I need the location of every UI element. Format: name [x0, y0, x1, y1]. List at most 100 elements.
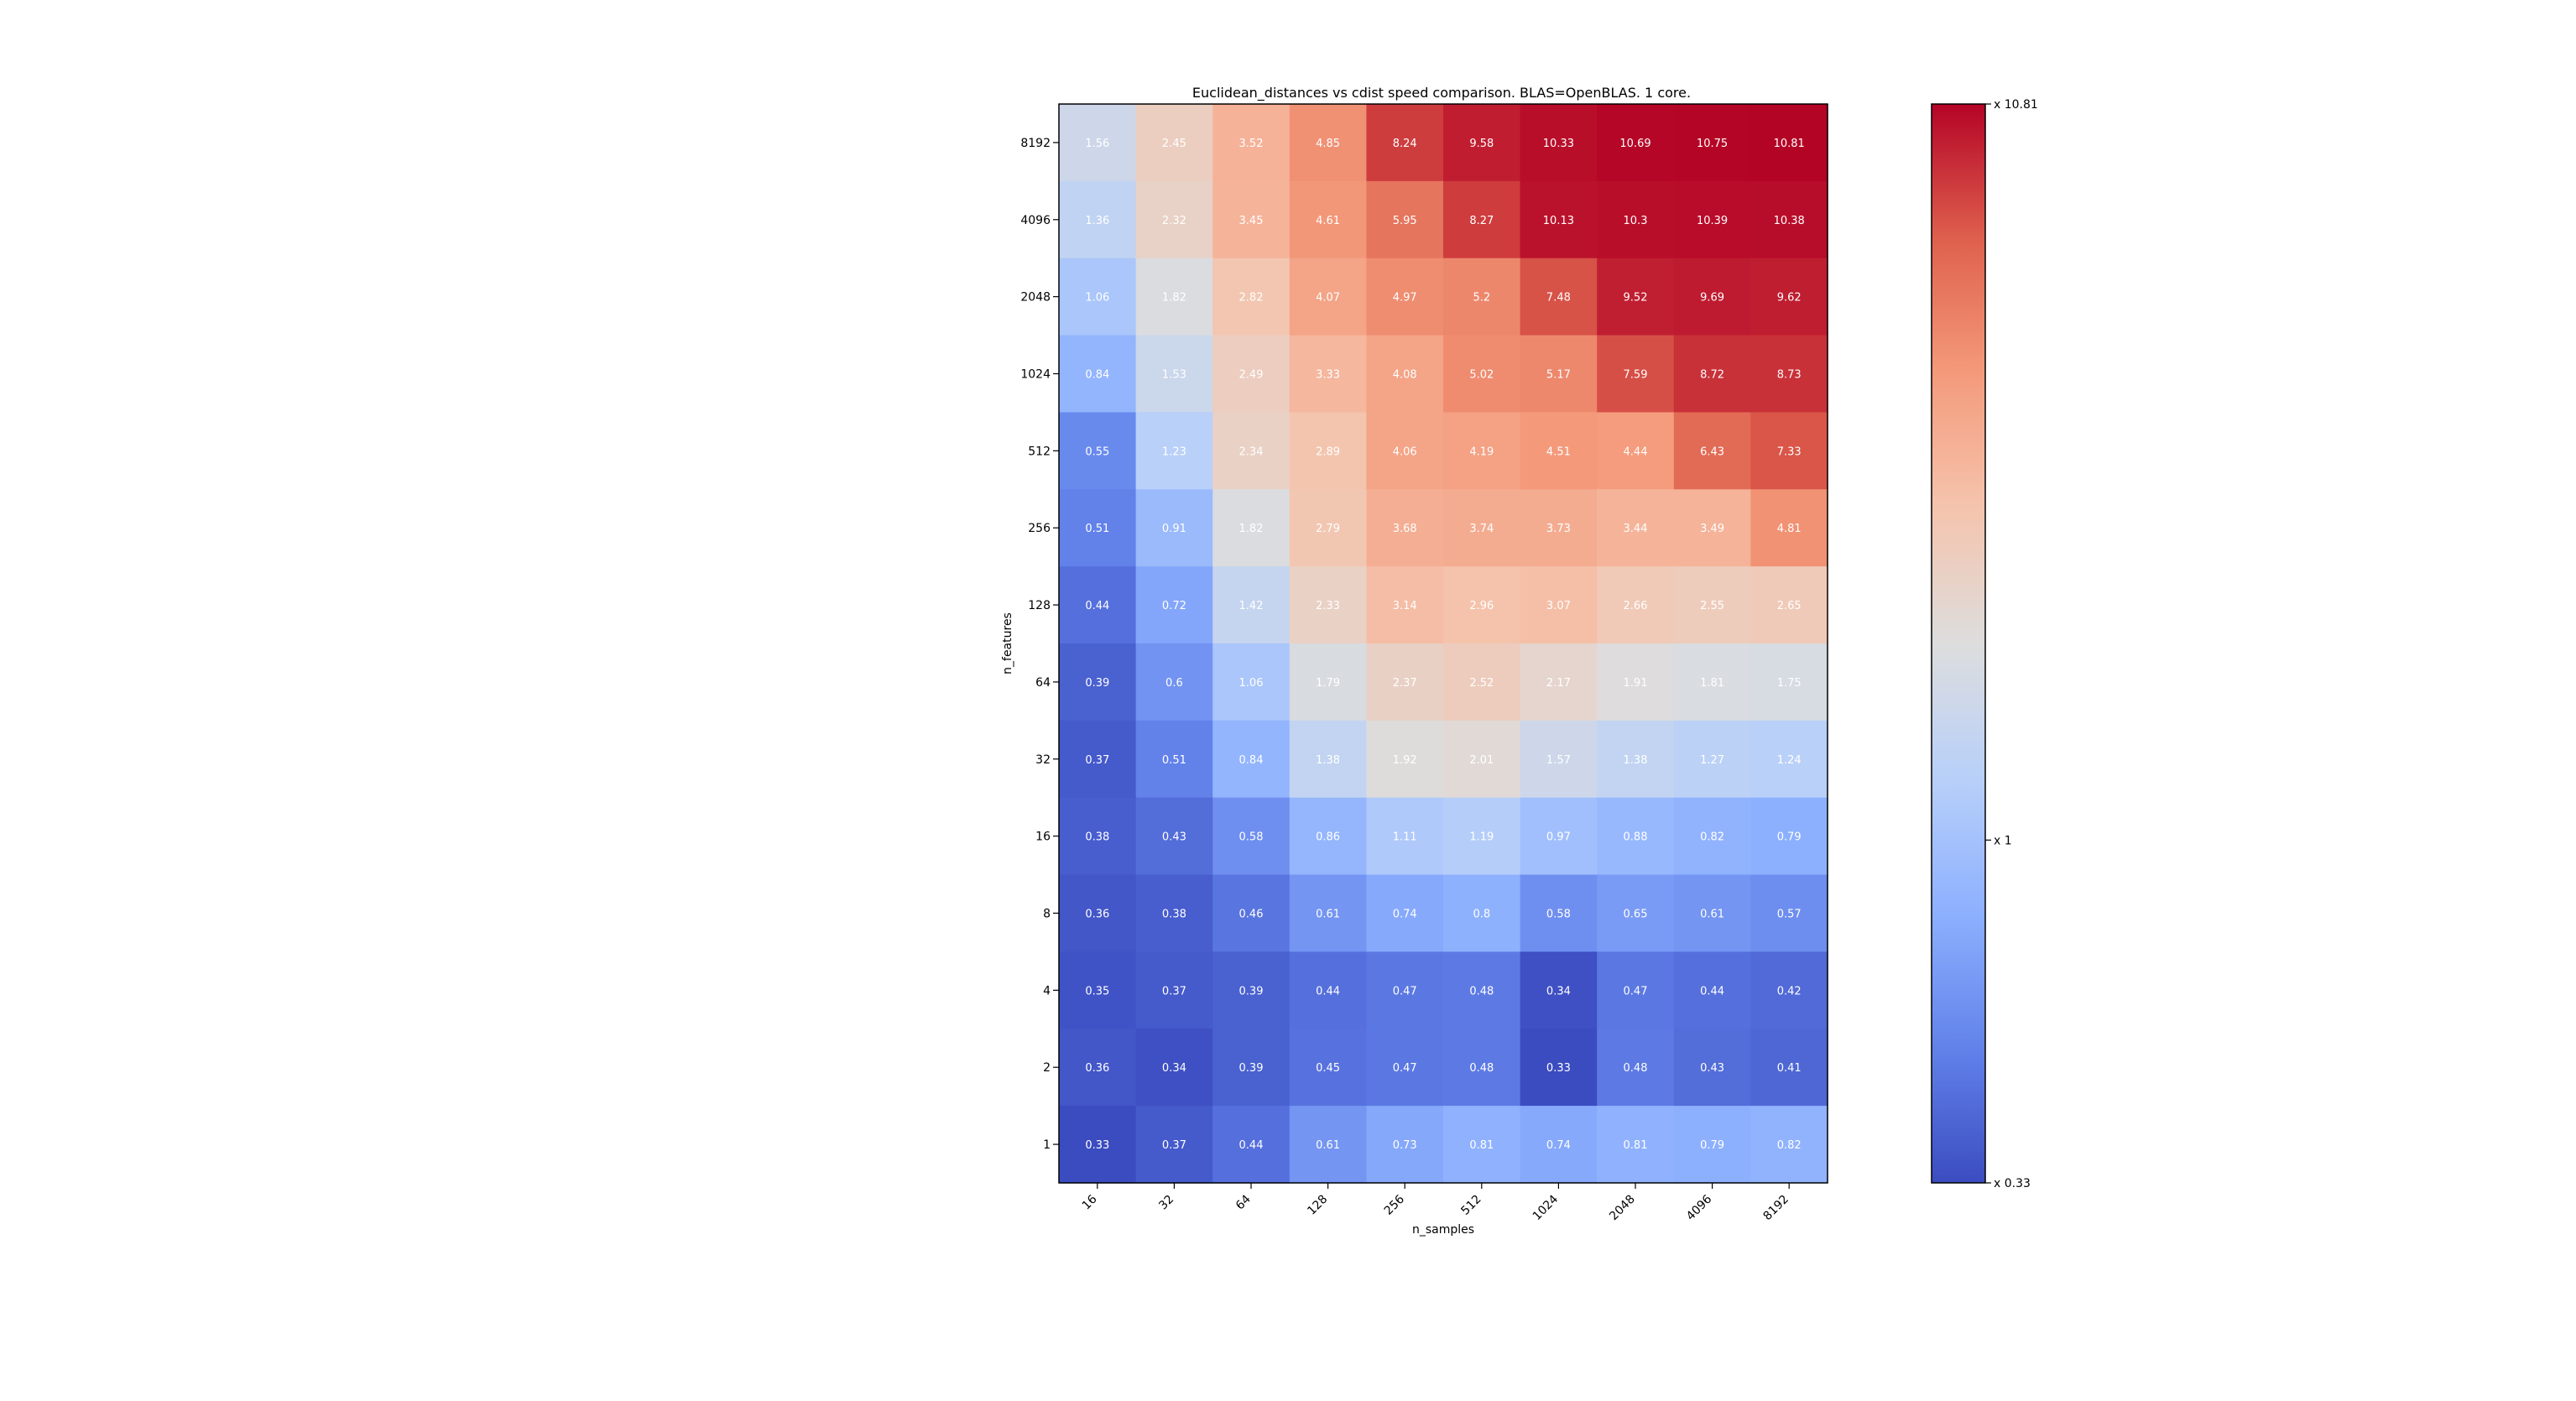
heatmap-cell	[1597, 335, 1675, 414]
heatmap-cell	[1366, 412, 1444, 490]
cell-value-label: 0.57	[1777, 909, 1802, 921]
cell-value-label: 0.61	[1316, 909, 1340, 921]
plot-frame	[1058, 103, 1828, 1184]
cell-value-label: 8.24	[1393, 138, 1417, 150]
heatmap-cell	[1289, 489, 1367, 567]
heatmap-cell	[1673, 489, 1751, 567]
cell-value-label: 0.47	[1393, 1062, 1417, 1075]
heatmap-cell	[1443, 489, 1521, 567]
colorbar-tick-label: x 10.81	[1994, 98, 2038, 112]
cell-value-label: 1.36	[1085, 215, 1109, 227]
heatmap-cell	[1289, 720, 1367, 799]
heatmap-cell	[1750, 643, 1828, 721]
heatmap-cell	[1443, 335, 1521, 414]
cell-value-label: 0.51	[1162, 754, 1186, 767]
cell-value-label: 0.79	[1700, 1139, 1724, 1152]
cell-value-label: 1.57	[1546, 754, 1571, 767]
heatmap-cell	[1135, 180, 1213, 259]
cell-value-label: 0.84	[1239, 754, 1264, 767]
cell-value-label: 1.42	[1239, 600, 1264, 612]
cell-value-label: 0.58	[1546, 909, 1571, 921]
cell-value-label: 10.81	[1774, 138, 1805, 150]
heatmap-cell	[1059, 104, 1137, 182]
cell-value-label: 1.75	[1777, 677, 1802, 690]
cell-value-label: 2.37	[1393, 677, 1417, 690]
heatmap-cell	[1135, 797, 1213, 876]
heatmap-cell	[1443, 797, 1521, 876]
heatmap-cell	[1289, 951, 1367, 1029]
cell-value-label: 0.61	[1700, 909, 1724, 921]
heatmap-cell	[1059, 1029, 1137, 1107]
heatmap-cell	[1750, 412, 1828, 490]
cell-value-label: 0.97	[1546, 831, 1571, 844]
y-tick-label: 64	[1035, 676, 1051, 690]
colorbar	[1931, 103, 1986, 1184]
heatmap-cell	[1673, 797, 1751, 876]
heatmap-cell	[1750, 951, 1828, 1029]
cell-value-label: 10.38	[1774, 215, 1805, 227]
heatmap-cell	[1289, 335, 1367, 414]
heatmap-cell	[1673, 412, 1751, 490]
heatmap-cell	[1289, 566, 1367, 644]
heatmap-cell	[1366, 1106, 1444, 1184]
heatmap-cell	[1059, 566, 1137, 644]
heatmap-cell	[1366, 797, 1444, 876]
x-axis-label: n_samples	[1412, 1223, 1474, 1237]
heatmap-cell	[1059, 720, 1137, 799]
heatmap-cell	[1289, 797, 1367, 876]
cell-value-label: 1.53	[1162, 369, 1186, 382]
heatmap-cell	[1212, 720, 1291, 799]
cell-value-label: 3.74	[1469, 523, 1494, 535]
cell-value-label: 1.92	[1393, 754, 1417, 767]
cell-value-label: 0.41	[1777, 1062, 1802, 1075]
heatmap-cell	[1750, 258, 1828, 336]
heatmap-cell	[1289, 104, 1367, 182]
cell-value-label: 1.24	[1777, 754, 1802, 767]
cell-value-label: 0.79	[1777, 831, 1802, 844]
cell-value-label: 0.36	[1085, 1062, 1109, 1075]
cell-value-label: 0.44	[1316, 985, 1340, 997]
cell-value-label: 0.72	[1162, 600, 1186, 612]
cell-value-label: 0.91	[1162, 523, 1186, 535]
cell-value-label: 1.56	[1085, 138, 1109, 150]
heatmap-cell	[1520, 1029, 1598, 1107]
heatmap-cell	[1443, 1106, 1521, 1184]
cell-value-label: 0.8	[1473, 909, 1490, 921]
cell-value-label: 6.43	[1700, 445, 1724, 458]
heatmap-cell	[1135, 643, 1213, 721]
cell-value-label: 1.82	[1162, 292, 1186, 305]
y-tick-label: 128	[1028, 599, 1051, 612]
heatmap-cell	[1135, 951, 1213, 1029]
heatmap-cell	[1520, 566, 1598, 644]
cell-value-label: 0.33	[1546, 1062, 1571, 1075]
heatmap-cells	[1059, 104, 1828, 1184]
heatmap-cell	[1443, 720, 1521, 799]
colorbar-tick-label: x 1	[1994, 834, 2012, 847]
cell-value-label: 3.07	[1546, 600, 1571, 612]
cell-value-label: 0.84	[1085, 369, 1109, 382]
cell-value-label: 2.65	[1777, 600, 1802, 612]
heatmap-cell	[1212, 335, 1291, 414]
cell-value-label: 1.19	[1469, 831, 1494, 844]
heatmap-cell	[1366, 720, 1444, 799]
cell-value-label: 9.62	[1777, 292, 1802, 305]
cell-value-label: 4.61	[1316, 215, 1340, 227]
heatmap-cell	[1673, 643, 1751, 721]
cell-value-label: 0.39	[1239, 1062, 1264, 1075]
cell-value-label: 5.95	[1393, 215, 1417, 227]
heatmap-cell	[1673, 1106, 1751, 1184]
heatmap-cell	[1135, 258, 1213, 336]
heatmap-cell	[1366, 258, 1444, 336]
heatmap-cell	[1212, 643, 1291, 721]
heatmap-cell	[1059, 951, 1137, 1029]
cell-value-label: 2.89	[1316, 445, 1340, 458]
cell-value-label: 0.48	[1469, 985, 1494, 997]
cell-value-label: 2.66	[1624, 600, 1648, 612]
cell-value-label: 4.97	[1393, 292, 1417, 305]
heatmap-cell	[1212, 874, 1291, 953]
cell-value-label: 4.85	[1316, 138, 1340, 150]
cell-value-label: 1.06	[1085, 292, 1109, 305]
cell-value-label: 2.45	[1162, 138, 1186, 150]
cell-value-label: 0.82	[1777, 1139, 1802, 1152]
